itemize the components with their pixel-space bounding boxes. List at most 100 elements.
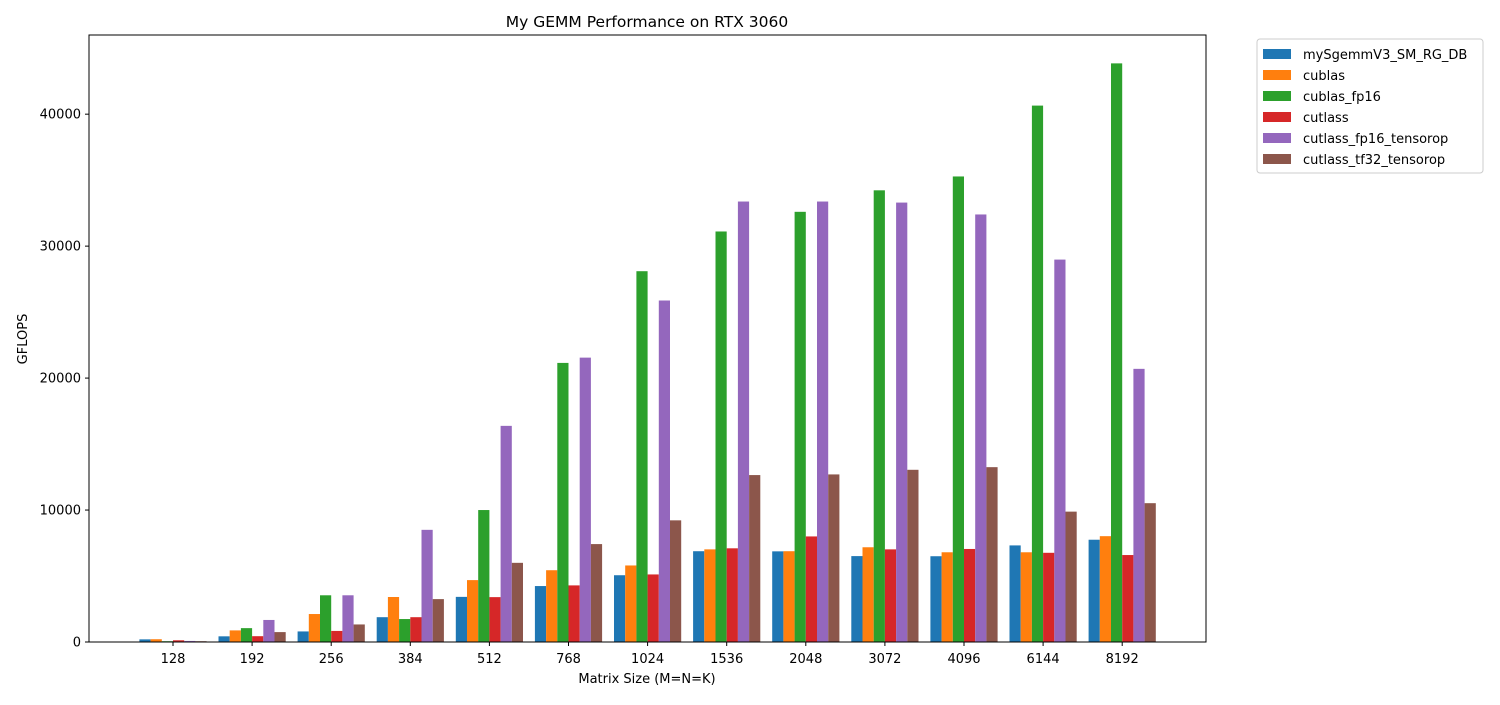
x-tick-label: 2048: [789, 652, 822, 667]
bar-mySgemmV3_SM_RG_DB-4096: [930, 556, 942, 642]
y-axis-label: GFLOPS: [16, 314, 31, 365]
bar-cublas_fp16-1536: [715, 231, 727, 643]
bar-cutlass_tf32_tensorop-1536: [749, 475, 761, 642]
x-tick-label: 6144: [1027, 652, 1060, 667]
legend-swatch-mySgemmV3_SM_RG_DB: [1263, 49, 1291, 59]
bar-mySgemmV3_SM_RG_DB-256: [297, 631, 309, 642]
bar-cutlass_fp16_tensorop-192: [263, 619, 275, 642]
bar-cublas-384: [387, 597, 400, 642]
x-tick-label: 768: [556, 652, 581, 667]
y-tick-label: 20000: [40, 372, 81, 387]
bar-cublas-6144: [1020, 552, 1032, 642]
bar-cublas_fp16-256: [320, 595, 332, 642]
bar-cublas-2048: [783, 551, 795, 642]
legend-swatch-cutlass_fp16_tensorop: [1263, 133, 1291, 143]
legend-swatch-cutlass_tf32_tensorop: [1263, 154, 1291, 164]
bar-cutlass_fp16_tensorop-2048: [817, 201, 829, 642]
x-tick-label: 1536: [710, 652, 743, 667]
bar-mySgemmV3_SM_RG_DB-3072: [851, 556, 863, 642]
x-axis-label: Matrix Size (M=N=K): [578, 672, 715, 687]
bar-cutlass_tf32_tensorop-384: [432, 599, 444, 642]
bar-cutlass_tf32_tensorop-8192: [1144, 503, 1156, 642]
bar-cutlass_fp16_tensorop-384: [421, 529, 433, 642]
legend-label-cublas_fp16: cublas_fp16: [1303, 90, 1381, 105]
bar-cublas-192: [229, 630, 241, 642]
legend-label-cutlass: cutlass: [1303, 111, 1349, 126]
bar-cutlass_fp16_tensorop-256: [342, 595, 354, 642]
bar-mySgemmV3_SM_RG_DB-384: [376, 617, 388, 642]
bars-layer: [139, 63, 1156, 643]
chart-title: My GEMM Performance on RTX 3060: [506, 13, 788, 31]
bar-cublas-8192: [1099, 536, 1111, 642]
x-tick-label: 8192: [1106, 652, 1139, 667]
bar-cublas_fp16-6144: [1031, 105, 1044, 643]
bar-cublas-512: [467, 580, 479, 642]
bar-cublas-1536: [704, 549, 716, 642]
bar-cutlass_fp16_tensorop-768: [579, 357, 591, 642]
bar-cutlass-8192: [1122, 555, 1134, 642]
x-tick-label: 3072: [868, 652, 901, 667]
bar-mySgemmV3_SM_RG_DB-1536: [693, 551, 705, 642]
bar-cutlass-6144: [1043, 552, 1055, 642]
bar-cublas_fp16-1024: [636, 271, 648, 642]
bar-cutlass_tf32_tensorop-512: [511, 562, 523, 642]
bar-cutlass-1024: [647, 574, 659, 642]
series-cutlass_tf32_tensorop: [195, 467, 1156, 642]
bar-cublas-768: [546, 570, 558, 642]
x-tick-label: 256: [319, 652, 344, 667]
bar-cublas-1024: [625, 565, 637, 642]
y-tick-label: 10000: [40, 504, 81, 519]
bar-cublas_fp16-4096: [952, 176, 964, 642]
bar-cutlass_fp16_tensorop-1024: [658, 300, 670, 642]
bar-cublas_fp16-2048: [794, 211, 806, 642]
bar-cublas_fp16-3072: [873, 190, 885, 642]
bar-cutlass_tf32_tensorop-1024: [670, 520, 682, 642]
series-cutlass_fp16_tensorop: [184, 201, 1145, 642]
bar-cublas_fp16-512: [478, 510, 490, 642]
bar-cutlass-128: [173, 640, 185, 642]
bar-cublas-3072: [862, 547, 874, 642]
bar-cublas_fp16-192: [240, 628, 253, 642]
x-tick-label: 4096: [947, 652, 980, 667]
bar-cutlass_fp16_tensorop-8192: [1133, 368, 1145, 642]
bar-cublas_fp16-768: [557, 362, 569, 642]
x-tick-label: 1024: [631, 652, 664, 667]
legend-label-cublas: cublas: [1303, 69, 1345, 84]
legend-swatch-cublas: [1263, 70, 1291, 80]
bar-mySgemmV3_SM_RG_DB-512: [455, 596, 467, 642]
x-tick-label: 128: [161, 652, 186, 667]
bar-cutlass_fp16_tensorop-6144: [1054, 259, 1066, 642]
bar-cutlass_fp16_tensorop-512: [500, 425, 512, 642]
x-tick-label: 384: [398, 652, 423, 667]
bar-cutlass-384: [410, 617, 422, 642]
y-axis-ticks: 0 10000 20000 30000 40000: [40, 108, 89, 651]
bar-cutlass_tf32_tensorop-256: [353, 624, 365, 642]
bar-cutlass-1536: [726, 548, 738, 642]
bar-cutlass_fp16_tensorop-1536: [737, 201, 750, 642]
bar-cutlass-512: [489, 597, 501, 642]
bar-mySgemmV3_SM_RG_DB-1024: [614, 575, 626, 642]
bar-cutlass_tf32_tensorop-3072: [907, 469, 919, 642]
series-cublas_fp16: [161, 63, 1123, 643]
series-mySgemmV3_SM_RG_DB: [139, 539, 1100, 642]
x-tick-label: 192: [240, 652, 265, 667]
y-tick-label: 40000: [40, 108, 81, 123]
series-cublas: [150, 536, 1111, 642]
bar-cutlass-4096: [964, 548, 976, 642]
bar-cublas_fp16-8192: [1111, 63, 1123, 643]
legend-label-mySgemmV3_SM_RG_DB: mySgemmV3_SM_RG_DB: [1303, 48, 1467, 63]
bar-cutlass_tf32_tensorop-4096: [986, 467, 998, 642]
bar-cutlass_fp16_tensorop-128: [184, 640, 196, 642]
x-axis-ticks: 128 192 256 384 512 768 1024 1536 2048 3072 4096 61…: [161, 642, 1139, 667]
legend-swatch-cutlass: [1263, 112, 1291, 122]
bar-cublas_fp16-384: [399, 619, 411, 642]
y-tick-label: 30000: [40, 240, 81, 255]
bar-mySgemmV3_SM_RG_DB-6144: [1009, 545, 1021, 642]
bar-cutlass-256: [331, 630, 343, 642]
bar-cutlass_tf32_tensorop-768: [590, 544, 603, 642]
bar-cutlass_tf32_tensorop-6144: [1065, 511, 1077, 642]
bar-cutlass_fp16_tensorop-4096: [975, 214, 987, 642]
